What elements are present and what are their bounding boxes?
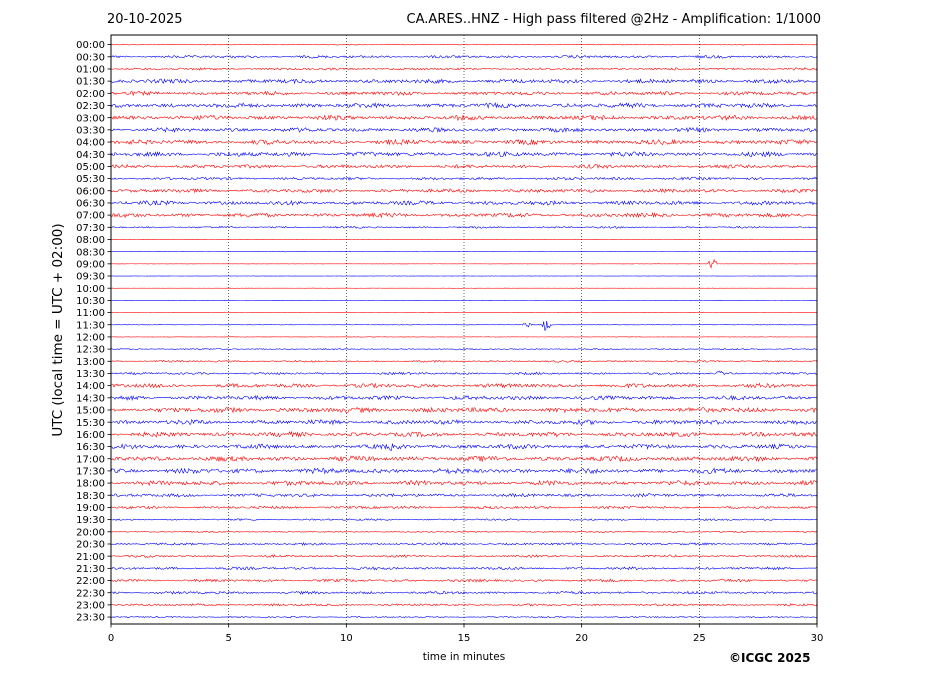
y-tick-label: 19:30 bbox=[76, 515, 105, 526]
x-axis-label: time in minutes bbox=[422, 651, 506, 663]
y-tick-label: 10:00 bbox=[76, 284, 105, 295]
y-tick-label: 08:00 bbox=[76, 235, 105, 246]
y-tick-label: 09:30 bbox=[76, 272, 105, 283]
trace-2100 bbox=[110, 554, 818, 559]
y-tick-label: 11:30 bbox=[76, 320, 105, 331]
trace-1400 bbox=[111, 382, 818, 389]
y-tick-label: 04:00 bbox=[76, 138, 105, 149]
y-tick-label: 20:00 bbox=[76, 527, 105, 538]
trace-1130 bbox=[110, 320, 818, 331]
trace-1230 bbox=[110, 347, 818, 351]
y-tick-label: 16:30 bbox=[76, 442, 105, 453]
y-tick-label: 07:30 bbox=[76, 223, 105, 234]
y-tick-label: 06:00 bbox=[76, 186, 105, 197]
y-tick-label: 22:00 bbox=[76, 576, 105, 587]
y-tick-label: 00:00 bbox=[76, 40, 105, 51]
y-tick-label: 08:30 bbox=[76, 247, 105, 258]
y-tick-label: 14:00 bbox=[76, 381, 105, 392]
x-tick-label: 5 bbox=[225, 633, 231, 644]
y-tick-label: 19:00 bbox=[76, 503, 105, 514]
x-tick-label: 15 bbox=[458, 633, 471, 644]
trace-2000 bbox=[110, 530, 818, 533]
trace-0200 bbox=[110, 90, 818, 97]
y-tick-label: 02:00 bbox=[76, 89, 105, 100]
trace-0600 bbox=[110, 188, 818, 194]
y-tick-label: 22:30 bbox=[76, 588, 105, 599]
grid-group bbox=[228, 35, 700, 624]
trace-1330 bbox=[110, 370, 818, 376]
y-tick-label: 03:30 bbox=[76, 125, 105, 136]
y-tick-label: 07:00 bbox=[76, 211, 105, 222]
trace-1430 bbox=[110, 394, 818, 402]
y-tick-label: 14:30 bbox=[76, 393, 105, 404]
trace-0500 bbox=[110, 163, 818, 169]
y-tick-label: 18:30 bbox=[76, 491, 105, 502]
x-tick-label: 10 bbox=[340, 633, 353, 644]
trace-0330 bbox=[110, 126, 818, 133]
y-tick-label: 10:30 bbox=[76, 296, 105, 307]
trace-1200 bbox=[110, 336, 818, 338]
y-tick-label: 21:00 bbox=[76, 552, 105, 563]
y-tick-label: 20:30 bbox=[76, 540, 105, 551]
traces-group bbox=[110, 43, 818, 619]
date-label: 20-10-2025 bbox=[107, 12, 183, 27]
x-tick-label: 30 bbox=[811, 633, 824, 644]
y-tick-label: 21:30 bbox=[76, 564, 105, 575]
y-tick-label: 23:00 bbox=[76, 600, 105, 611]
y-tick-label: 17:30 bbox=[76, 467, 105, 478]
trace-1700 bbox=[110, 455, 818, 463]
trace-1900 bbox=[110, 505, 818, 510]
copyright-label: ©ICGC 2025 bbox=[729, 651, 811, 665]
y-tick-label: 03:00 bbox=[76, 113, 105, 124]
y-tick-label: 05:30 bbox=[76, 174, 105, 185]
trace-2030 bbox=[110, 541, 818, 546]
y-tick-label: 16:00 bbox=[76, 430, 105, 441]
trace-1930 bbox=[110, 518, 818, 522]
trace-0430 bbox=[110, 150, 818, 158]
y-tick-label: 01:30 bbox=[76, 77, 105, 88]
y-tick-label: 00:30 bbox=[76, 52, 105, 63]
y-tick-label: 01:00 bbox=[76, 65, 105, 76]
trace-2130 bbox=[110, 566, 818, 571]
trace-0230 bbox=[110, 102, 818, 109]
y-tick-label: 12:00 bbox=[76, 333, 105, 344]
y-tick-label: 23:30 bbox=[76, 613, 105, 624]
trace-1300 bbox=[110, 359, 818, 363]
y-tick-label: 05:00 bbox=[76, 162, 105, 173]
y-tick-label: 06:30 bbox=[76, 199, 105, 210]
trace-0130 bbox=[110, 78, 818, 85]
x-tick-label: 0 bbox=[108, 633, 114, 644]
y-tick-label: 02:30 bbox=[76, 101, 105, 112]
trace-1500 bbox=[110, 406, 818, 414]
y-tick-label: 11:00 bbox=[76, 308, 105, 319]
y-tick-label: 12:30 bbox=[76, 345, 105, 356]
y-tick-label: 13:00 bbox=[76, 357, 105, 368]
y-tick-label: 15:00 bbox=[76, 406, 105, 417]
x-tick-label: 25 bbox=[693, 633, 706, 644]
y-tick-label: 04:30 bbox=[76, 150, 105, 161]
y-tick-label: 18:00 bbox=[76, 479, 105, 490]
y-tick-label: 09:00 bbox=[76, 259, 105, 270]
x-tick-label: 20 bbox=[575, 633, 588, 644]
trace-0630 bbox=[110, 199, 818, 207]
y-tick-label: 15:30 bbox=[76, 418, 105, 429]
chart-title: CA.ARES..HNZ - High pass filtered @2Hz -… bbox=[406, 12, 821, 27]
y-tick-label: 13:30 bbox=[76, 369, 105, 380]
y-tick-label: 17:00 bbox=[76, 454, 105, 465]
